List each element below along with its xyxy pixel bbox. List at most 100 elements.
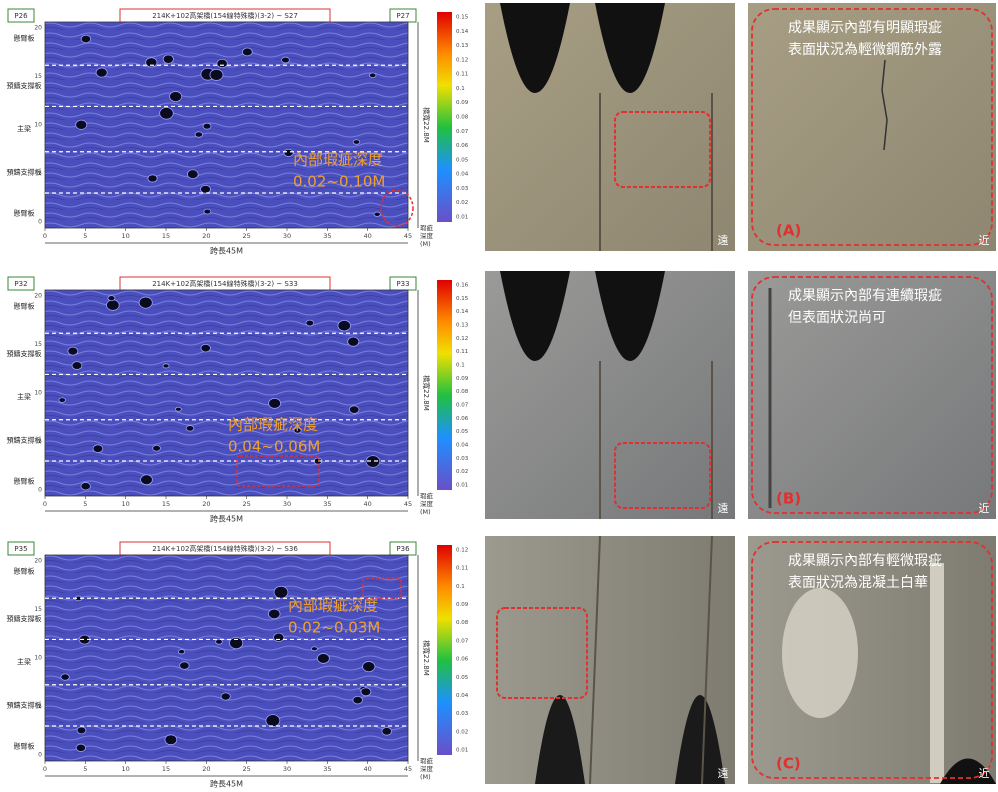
x-tick-label: 10 [122, 500, 130, 508]
y-tick-label: 5 [38, 438, 42, 445]
colorbar-label: 深度 [420, 499, 434, 508]
colorbar-tick-label: 0.03 [456, 456, 469, 462]
zone-label: 懸臂板 [14, 566, 35, 575]
defect-spot [180, 662, 190, 670]
y-axis-label: 橋寬22.8M [422, 375, 431, 411]
x-tick-label: 30 [283, 765, 291, 773]
defect-spot [242, 48, 252, 56]
defect-annotation: 內部瑕疵深度 [228, 416, 318, 434]
defect-spot [186, 425, 194, 431]
defect-spot [148, 175, 157, 182]
closeup-caption: 成果顯示內部有輕微瑕疵 [788, 553, 942, 569]
zone-label: 預鑄支撐板 [7, 700, 42, 709]
defect-annotation: 內部瑕疵深度 [293, 151, 383, 169]
zone-label: 預鑄支撐板 [7, 435, 42, 444]
defect-spot [317, 653, 329, 663]
colorbar-label: 深度 [420, 764, 434, 773]
x-tick-label: 20 [202, 500, 210, 508]
colorbar-label: 深度 [420, 231, 434, 240]
panel-row: P32214K+102高架橋(154線特殊橋)(3-2) ~ S33P33懸臂板… [7, 271, 997, 524]
y-tick-label: 20 [34, 25, 42, 32]
closeup-tag: (B) [776, 490, 801, 508]
defect-spot [369, 73, 376, 78]
x-tick-label: 10 [122, 765, 130, 773]
zone-label: 主梁 [17, 124, 31, 133]
photo-corner-label: 遠 [718, 234, 729, 247]
y-tick-label: 20 [34, 558, 42, 565]
colorbar-tick-label: 0.12 [456, 57, 468, 63]
pier-label-right: P27 [396, 12, 409, 20]
defect-annotation: 內部瑕疵深度 [288, 597, 378, 615]
colorbar-tick-label: 0.15 [456, 296, 469, 302]
colorbar-tick-label: 0.06 [456, 143, 469, 149]
x-axis-label: 跨長45M [210, 515, 243, 524]
pier-label-left: P32 [14, 280, 27, 288]
zone-label: 懸臂板 [14, 742, 35, 751]
colorbar-tick-label: 0.04 [456, 693, 469, 699]
x-tick-label: 40 [364, 232, 372, 240]
colorbar-tick-label: 0.11 [456, 349, 468, 355]
defect-annotation: 0.02~0.10M [293, 173, 385, 191]
defect-spot [274, 633, 284, 641]
x-tick-label: 25 [243, 500, 251, 508]
defect-spot [268, 609, 280, 619]
defect-spot [269, 398, 281, 408]
x-tick-label: 5 [83, 232, 87, 240]
closeup-photo [748, 271, 996, 519]
y-axis-label: 橋寬22.8M [422, 640, 431, 676]
colorbar-label: 瑕疵 [420, 756, 434, 765]
y-tick-label: 0 [38, 487, 42, 494]
colorbar-tick-label: 0.01 [456, 748, 468, 754]
closeup-caption: 但表面狀況尚可 [788, 310, 886, 326]
defect-annotation: 0.04~0.06M [228, 438, 320, 456]
plot-title: 214K+102高架橋(154線特殊橋)(3-2) ~ S33 [152, 279, 298, 288]
x-tick-label: 30 [283, 500, 291, 508]
defect-spot [170, 91, 182, 101]
zone-label: 預鑄支撐板 [7, 167, 42, 176]
defect-spot [76, 744, 86, 752]
defect-spot [175, 407, 181, 411]
defect-spot [195, 132, 203, 138]
defect-spot [349, 406, 359, 414]
zone-label: 預鑄支撐板 [7, 349, 42, 358]
x-tick-label: 25 [243, 232, 251, 240]
closeup-caption: 成果顯示內部有連續瑕疵 [788, 288, 942, 304]
colorbar-tick-label: 0.03 [456, 711, 469, 717]
defect-spot [81, 35, 91, 43]
defect-spot [141, 475, 153, 485]
defect-spot [353, 140, 360, 145]
colorbar-tick-label: 0.1 [456, 363, 465, 369]
x-axis-label: 跨長45M [210, 247, 243, 256]
plot-title: 214K+102高架橋(154線特殊橋)(3-2) ~ S36 [152, 544, 298, 553]
defect-spot [204, 209, 211, 214]
defect-spot [274, 586, 288, 598]
colorbar-tick-label: 0.13 [456, 323, 469, 329]
defect-spot [217, 59, 227, 67]
y-axis-label: 橋寬22.8M [422, 107, 431, 143]
contour-map [45, 555, 408, 761]
x-tick-label: 35 [323, 500, 331, 508]
x-tick-label: 5 [83, 765, 87, 773]
colorbar-label: 瑕疵 [420, 491, 434, 500]
colorbar-label: (M) [420, 240, 431, 248]
zone-label: 懸臂板 [14, 477, 35, 486]
x-axis-label: 跨長45M [210, 780, 243, 789]
photo-corner-label: 近 [979, 502, 990, 515]
zone-label: 懸臂板 [14, 301, 35, 310]
colorbar-tick-label: 0.07 [456, 129, 469, 135]
defect-spot [178, 650, 184, 654]
defect-spot [160, 107, 174, 119]
x-tick-label: 0 [43, 232, 47, 240]
colorbar-tick-label: 0.01 [456, 215, 468, 221]
defect-spot [96, 68, 107, 77]
zone-label: 預鑄支撐板 [7, 614, 42, 623]
x-tick-label: 45 [404, 500, 412, 508]
defect-spot [210, 69, 223, 80]
contour-map [45, 22, 408, 228]
closeup-tag: (C) [776, 755, 801, 773]
colorbar-tick-label: 0.02 [456, 200, 468, 206]
x-tick-label: 20 [202, 765, 210, 773]
defect-spot [306, 320, 314, 326]
defect-spot [216, 639, 223, 644]
defect-spot [153, 445, 161, 451]
